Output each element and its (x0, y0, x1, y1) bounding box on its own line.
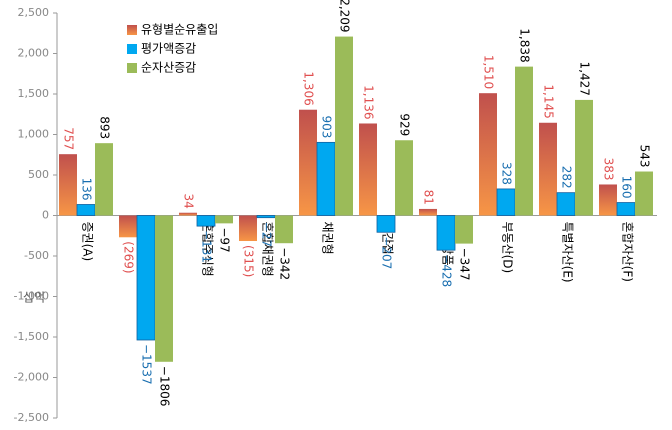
bar (575, 99, 593, 216)
bar (539, 122, 557, 216)
bar (376, 215, 396, 233)
bar (215, 215, 233, 224)
value-label: −207 (380, 236, 394, 269)
legend-label: 유형별순유출입 (141, 23, 218, 37)
y-tick-label: 1,000 (18, 128, 50, 141)
value-label: 282 (560, 166, 574, 189)
x-tick-label: 채권형 (321, 222, 335, 255)
x-tick-label: 증권(A) (81, 222, 95, 262)
value-label: 757 (62, 127, 76, 150)
y-tick-label: 500 (28, 168, 49, 181)
y-tick-label: -1,500 (14, 330, 49, 343)
value-label: −97 (218, 227, 232, 252)
legend-label: 평가액증감 (141, 42, 196, 56)
bar (316, 141, 336, 216)
value-label: (315) (242, 245, 256, 277)
bar (455, 215, 473, 244)
value-label: 1,838 (518, 28, 532, 62)
value-label: 543 (638, 145, 652, 168)
value-label: 136 (80, 178, 94, 201)
y-tick-label: 0 (42, 209, 49, 222)
bar (515, 66, 533, 216)
value-label: −428 (440, 254, 454, 287)
bar (155, 215, 173, 362)
value-label: −347 (458, 248, 472, 281)
legend-swatch (127, 63, 137, 73)
bar (359, 123, 377, 216)
value-label: 929 (398, 113, 412, 136)
value-label: 81 (422, 190, 436, 205)
bar (95, 143, 113, 216)
value-label: 328 (500, 162, 514, 185)
y-axis-unit: 십억 (23, 291, 45, 305)
x-tick-label: 부동산(D) (501, 222, 515, 274)
y-tick-label: 1,500 (18, 87, 50, 100)
bar (76, 204, 96, 216)
value-label: −342 (278, 247, 292, 280)
bar (496, 188, 516, 216)
bar (436, 215, 456, 251)
bar (599, 184, 617, 216)
bar (136, 215, 156, 341)
bar (239, 215, 257, 242)
value-label: 1,306 (302, 71, 316, 105)
y-tick-label: -500 (24, 249, 49, 262)
y-tick-label: -1,000 (14, 290, 49, 303)
bar (395, 140, 413, 216)
bar (479, 93, 497, 216)
bar (299, 109, 317, 216)
bar (616, 202, 636, 216)
value-label: 383 (602, 158, 616, 181)
value-label: 1,145 (542, 84, 556, 118)
bar (59, 154, 77, 216)
value-label: 1,510 (482, 55, 496, 89)
x-tick-label: 혼합주식형 (201, 222, 215, 277)
bar (256, 215, 276, 219)
value-label: 903 (320, 115, 334, 138)
bar (179, 212, 197, 216)
y-tick-label: 2,000 (18, 47, 50, 60)
value-label: −27 (260, 222, 274, 247)
value-label: 893 (98, 116, 112, 139)
value-label: 1,427 (578, 62, 592, 96)
value-label: −1537 (140, 344, 154, 385)
y-tick-label: -2,500 (14, 411, 49, 424)
y-tick-label: 2,500 (18, 6, 50, 19)
x-tick-label: 혼합자산(F) (621, 222, 635, 282)
value-label: 160 (620, 176, 634, 199)
y-tick-label: -2,000 (14, 371, 49, 384)
value-label: −1806 (158, 366, 172, 407)
value-label: (269) (122, 241, 136, 273)
bar (419, 208, 437, 216)
bar (335, 36, 353, 216)
legend-swatch (127, 25, 137, 35)
x-tick-label: 혼합채권형 (261, 222, 275, 277)
value-label: 1,136 (362, 85, 376, 119)
legend-label: 순자산증감 (141, 61, 196, 75)
bar (119, 215, 137, 238)
bar (196, 215, 216, 227)
bar (635, 171, 653, 216)
bar (275, 215, 293, 244)
value-label: −131 (200, 230, 214, 263)
value-label: 2,209 (338, 0, 352, 33)
value-label: 34 (182, 193, 196, 208)
x-tick-label: 특별자산(E) (561, 222, 575, 283)
bar (556, 192, 576, 216)
legend-swatch (127, 44, 137, 54)
